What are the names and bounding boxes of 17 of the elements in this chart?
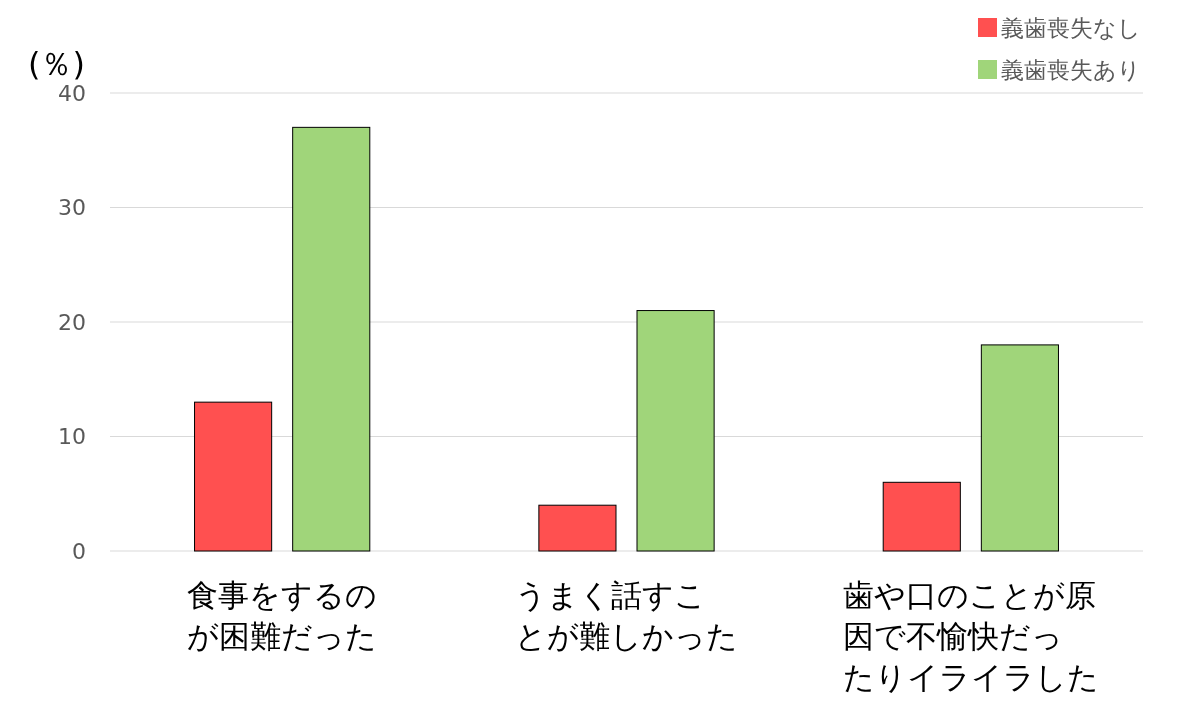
bar	[538, 504, 617, 552]
bar	[882, 481, 961, 552]
bar	[636, 310, 715, 552]
legend-label: 義歯喪失あり	[1001, 57, 1141, 84]
x-tick-label: うまく話すことが難しかった	[515, 577, 738, 654]
legend-label: 義歯喪失なし	[1001, 15, 1141, 42]
bar	[292, 126, 371, 552]
y-tick-label: 20	[58, 309, 86, 335]
y-tick-label: 40	[58, 80, 86, 106]
bar	[980, 344, 1059, 552]
y-tick-label: 0	[72, 538, 86, 564]
y-tick-label: 10	[58, 424, 86, 450]
x-tick-label: 食事をするのが困難だった	[187, 577, 378, 654]
y-axis-title: (％)	[28, 45, 85, 83]
x-tick-label: 歯や口のことが原因で不愉快だったりイライラした	[842, 577, 1099, 695]
y-tick-label: 30	[58, 195, 86, 221]
bar	[194, 401, 273, 552]
